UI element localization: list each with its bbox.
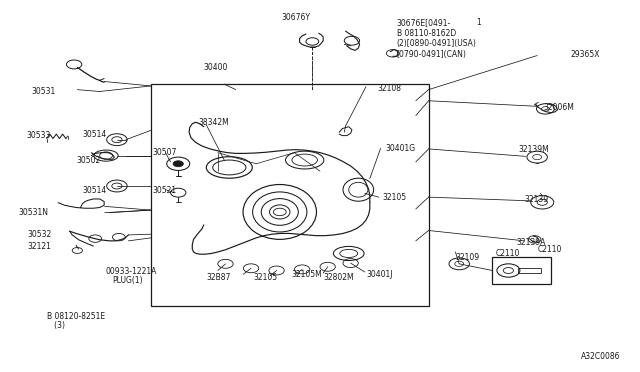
Text: 29365X: 29365X <box>571 49 600 58</box>
Text: [0790-0491](CAN): [0790-0491](CAN) <box>397 49 467 58</box>
Text: 30532: 30532 <box>28 230 52 240</box>
Text: C2110: C2110 <box>495 249 520 258</box>
Text: 32139A: 32139A <box>516 238 546 247</box>
Text: 30533: 30533 <box>26 131 51 140</box>
Text: 32B87: 32B87 <box>206 273 230 282</box>
Text: C2110: C2110 <box>537 244 561 253</box>
Text: 30502: 30502 <box>76 156 100 165</box>
Text: 30676E[0491-: 30676E[0491- <box>397 19 451 28</box>
Text: 1: 1 <box>476 19 481 28</box>
Text: 32108: 32108 <box>378 84 401 93</box>
Text: 30514: 30514 <box>83 186 107 195</box>
Text: 32105: 32105 <box>383 193 406 202</box>
Circle shape <box>173 161 183 167</box>
Bar <box>518 267 541 273</box>
Text: 32105: 32105 <box>253 273 277 282</box>
Text: 30676Y: 30676Y <box>282 13 310 22</box>
Text: 32006M: 32006M <box>543 103 574 112</box>
Text: 30401J: 30401J <box>366 270 392 279</box>
Bar <box>151 84 429 307</box>
Text: 32139: 32139 <box>524 195 548 204</box>
Text: 30507: 30507 <box>153 148 177 157</box>
Text: 30401G: 30401G <box>385 144 415 153</box>
Text: (3): (3) <box>47 321 65 330</box>
Text: 30400: 30400 <box>204 63 228 72</box>
Text: A32C0086: A32C0086 <box>580 352 620 361</box>
Text: 30514: 30514 <box>83 130 107 140</box>
Text: (2)[0890-0491](USA): (2)[0890-0491](USA) <box>397 39 477 48</box>
Text: 38342M: 38342M <box>198 118 229 127</box>
Text: 32802M: 32802M <box>324 273 355 282</box>
Bar <box>492 257 551 284</box>
Text: 32121: 32121 <box>28 242 51 251</box>
Text: 00933-1221A: 00933-1221A <box>106 267 157 276</box>
Text: 32105M: 32105M <box>292 270 323 279</box>
Text: 32109: 32109 <box>456 253 479 262</box>
Text: PLUG(1): PLUG(1) <box>113 276 143 285</box>
Text: 30531: 30531 <box>31 87 56 96</box>
Text: 30531N: 30531N <box>19 208 49 217</box>
Text: 30521: 30521 <box>153 186 177 195</box>
Text: 32139M: 32139M <box>518 145 548 154</box>
Text: B 08120-8251E: B 08120-8251E <box>47 312 105 321</box>
Text: B 08110-8162D: B 08110-8162D <box>397 29 456 38</box>
